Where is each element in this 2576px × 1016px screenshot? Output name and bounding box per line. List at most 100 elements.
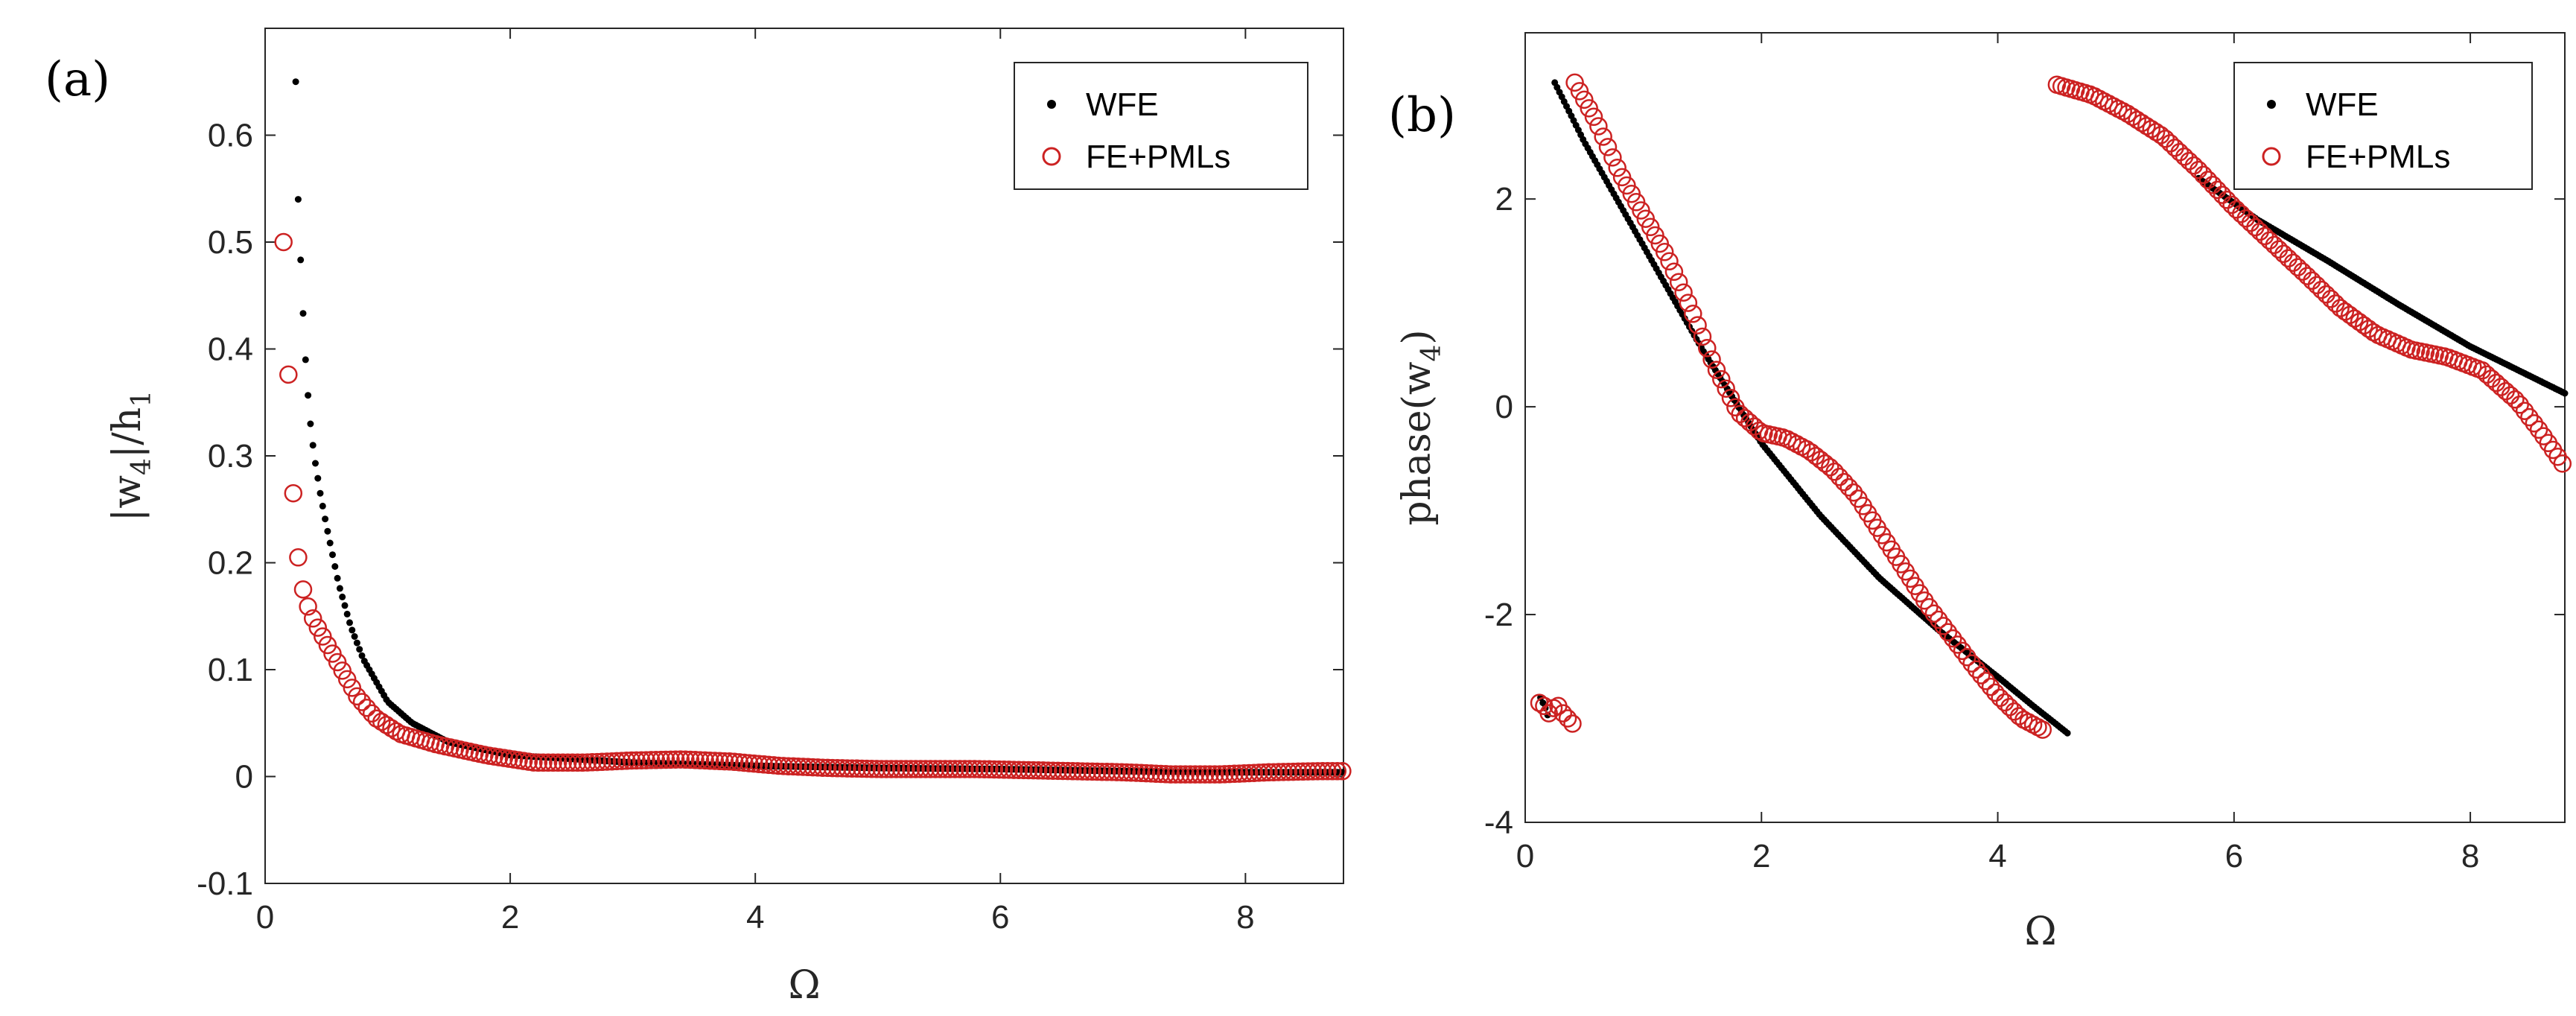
panel-a-legend: WFE FE+PMLs (1014, 62, 1308, 190)
panel-b-fepml-point (2033, 720, 2052, 739)
panel-b-fepml-point (2009, 707, 2029, 726)
panel-a-fepml-point (1058, 761, 1078, 781)
panel-a-wfe-point (326, 539, 334, 547)
panel-a-points (274, 78, 1352, 784)
panel-b-fepml-point (1702, 350, 1721, 369)
panel-a-fepml-point (1279, 762, 1298, 781)
panel-b-fepml-point (1660, 252, 1679, 271)
panel-a-fepml-point (284, 483, 303, 503)
panel-b-fepml-point (2132, 113, 2152, 133)
panel-b-fepml-point (1594, 127, 1612, 146)
panel-b-fepml-point (1558, 709, 1577, 728)
panel-a-fepml-point (544, 753, 562, 772)
panel-b-points (1530, 73, 2572, 739)
panel-a-wfe-point (294, 196, 302, 203)
panel-b-wfe-point (1539, 699, 1547, 707)
panel-a-fepml-point (872, 760, 891, 778)
panel-a-fepml-point (1078, 762, 1097, 781)
panel-a-fepml-point (1303, 762, 1323, 781)
panel-a-fepml-point (823, 758, 842, 778)
panel-b-fepml-point (2520, 407, 2539, 427)
panel-b-fepml-point (2184, 156, 2204, 175)
panel-b-legend-fepml-marker (2262, 147, 2281, 166)
panel-a-wfe-point (353, 639, 360, 647)
panel-a-fepml-point (1205, 765, 1224, 784)
panel-b-fepml-point (2341, 305, 2359, 325)
panel-a-fepml-point (970, 760, 989, 778)
panel-a-fepml-point (1166, 765, 1185, 784)
panel-a-fepml-point (985, 760, 1004, 779)
panel-a-fepml-point (1146, 764, 1165, 783)
panel-a-fepml-point (1053, 761, 1072, 781)
panel-b-fepml-point (2204, 175, 2222, 194)
panel-a-fepml-point (705, 752, 725, 770)
panel-b-fepml-point (1839, 477, 1858, 497)
panel-b-fepml-point (2000, 697, 2019, 717)
panel-a-fepml-point (955, 760, 974, 778)
panel-b-fepml-point (1825, 463, 1844, 481)
panel-b-fepml-point (2350, 312, 2369, 331)
panel-a-fepml-point (632, 751, 651, 769)
panel-a-fepml-point (999, 761, 1019, 779)
panel-a-fepml-point (1142, 764, 1160, 783)
panel-a-xtick-label: 8 (1236, 899, 1254, 936)
panel-b-fepml-point (2123, 107, 2142, 127)
panel-b-fepml-point (2525, 414, 2544, 433)
panel-b-fepml-point (1962, 654, 1981, 673)
panel-a-fepml-point (666, 750, 685, 769)
panel-a-fepml-point (1068, 762, 1087, 781)
panel-b-wfe-point (2561, 390, 2569, 397)
panel-a-wfe-point (299, 310, 307, 317)
panel-a: (a) 0 2 4 6 8-0.100.10.20.30.40.50.6 Ω |w4|/… (45, 28, 1352, 1008)
panel-a-wfe-point (331, 563, 339, 570)
panel-a-fepml-point (1102, 763, 1122, 781)
panel-a-fepml-point (838, 759, 856, 778)
panel-a-fepml-point (534, 753, 553, 772)
panel-a-ytick-label: 0.1 (208, 652, 253, 688)
panel-a-fepml-point (1117, 763, 1136, 782)
panel-a-fepml-point (308, 618, 328, 637)
panel-a-fepml-point (833, 759, 852, 778)
panel-b-xtick-label: 4 (1988, 838, 2006, 874)
panel-a-fepml-point (1039, 761, 1058, 780)
panel-a-fepml-point (1225, 764, 1244, 784)
panel-a-fepml-point (524, 753, 543, 772)
panel-b-legend-wfe-marker (2267, 100, 2276, 109)
panel-b-fepml-point (1991, 688, 2009, 708)
panel-a-fepml-point (740, 754, 759, 772)
panel-b-fepml-point (2515, 401, 2534, 420)
panel-a-fepml-point (1323, 762, 1342, 781)
panel-a-wfe-point (341, 602, 349, 609)
panel-a-fepml-point (1230, 764, 1249, 783)
panel-a-fepml-point (1171, 765, 1190, 784)
panel-a-wfe-point (329, 551, 336, 559)
panel-b-fepml-point (2345, 309, 2364, 328)
panel-a-fepml-point (274, 232, 293, 252)
panel-a-fepml-point (323, 644, 342, 663)
panel-a-fepml-point (1161, 765, 1180, 784)
panel-a-fepml-point (745, 754, 763, 773)
panel-b-legend-box (2233, 62, 2533, 190)
panel-a-fepml-point (1244, 763, 1264, 782)
panel-a-fepml-point (642, 751, 661, 769)
panel-a-fepml-point (1191, 765, 1209, 784)
panel-b-fepml-point (1939, 623, 1958, 642)
panel-a-fepml-point (701, 751, 719, 770)
panel-b-fepml-point (1920, 598, 1939, 617)
panel-a-fepml-point (1049, 761, 1067, 781)
panel-a-wfe-point (305, 392, 312, 399)
panel-a-fepml-point (1093, 762, 1112, 781)
panel-a-wfe-point (349, 626, 356, 634)
panel-b-fepml-point (1698, 339, 1717, 358)
panel-b-fepml-point (2208, 180, 2227, 200)
panel-b-fepml-point (2142, 119, 2161, 139)
panel-a-fepml-point (627, 751, 646, 770)
panel-a-wfe-point (358, 652, 366, 659)
panel-a-fepml-point (994, 761, 1014, 779)
panel-b-fepml-point (1976, 672, 1995, 690)
panel-a-fepml-point (935, 760, 955, 778)
panel-b-fepml-point (2198, 171, 2218, 189)
panel-a-wfe-point (312, 460, 319, 467)
panel-a-fepml-point (343, 679, 362, 697)
panel-b-ylabel-sub: 4 (1416, 345, 1447, 362)
